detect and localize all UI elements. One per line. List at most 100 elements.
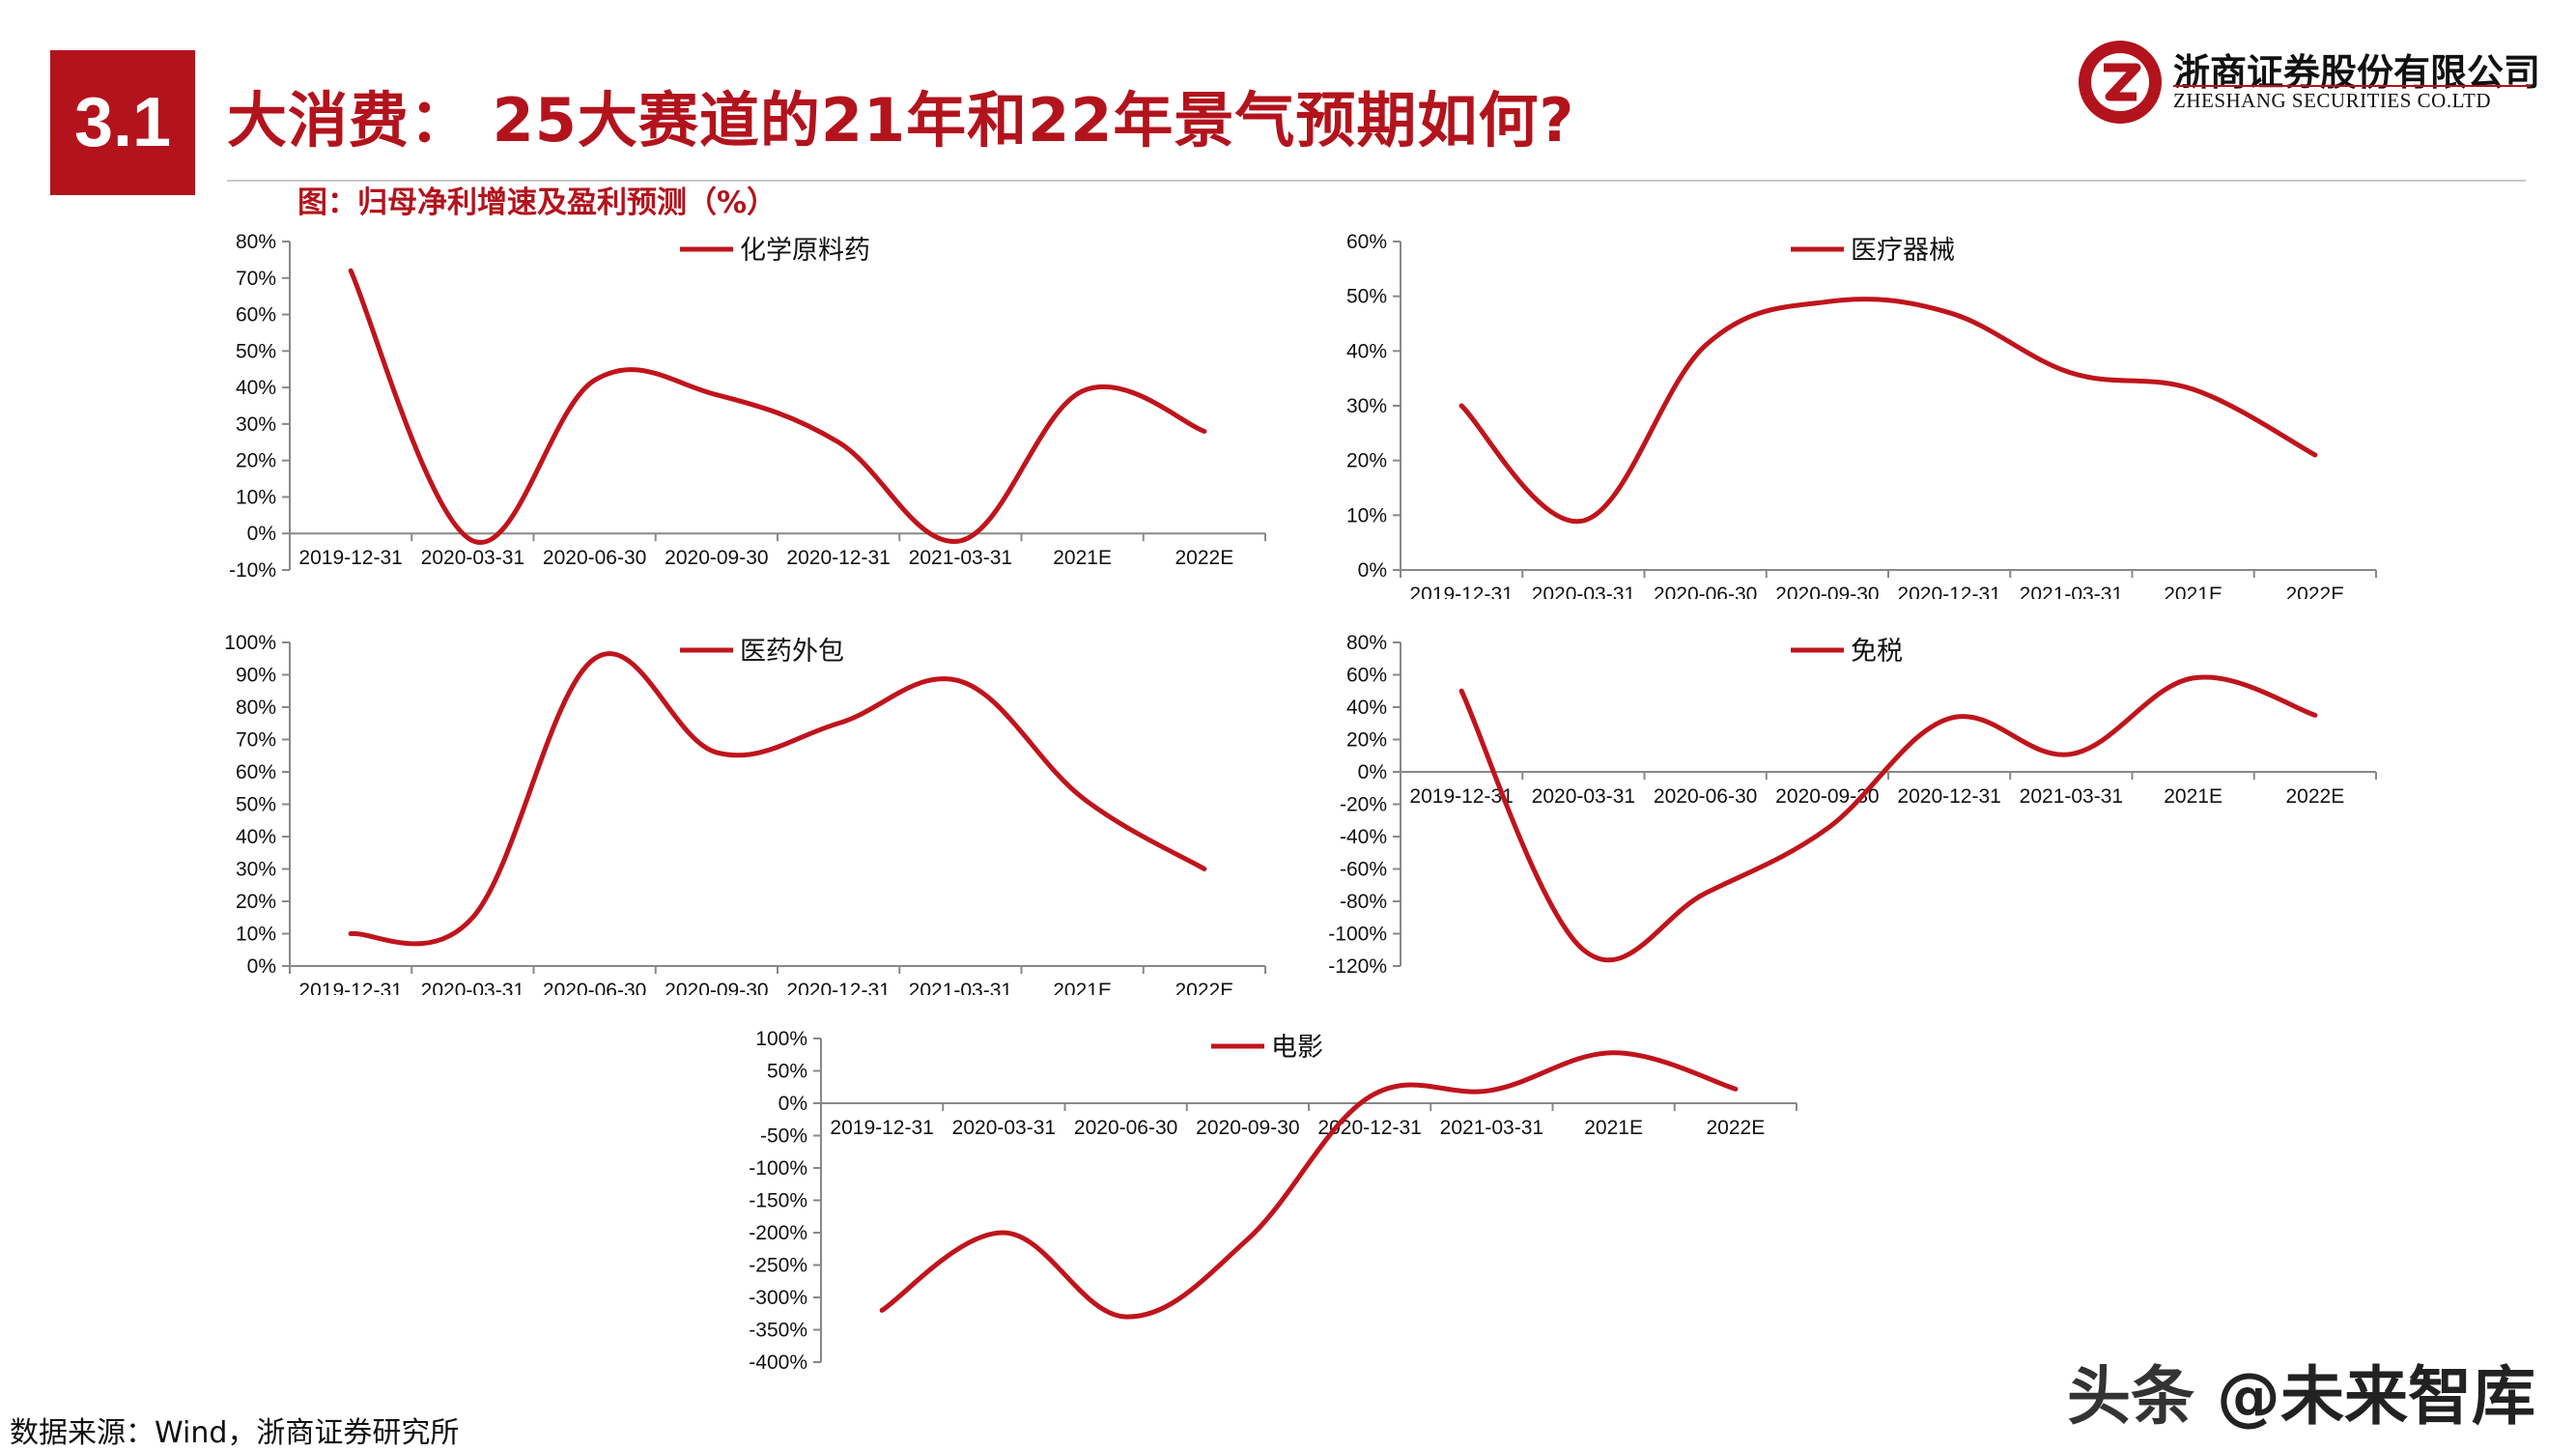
y-tick-label: -150% xyxy=(749,1190,807,1212)
y-tick-label: 50% xyxy=(1346,286,1387,308)
y-tick-label: -120% xyxy=(1328,955,1387,978)
legend-label: 医药外包 xyxy=(740,637,844,667)
x-tick-label: 2021E xyxy=(2164,583,2222,599)
y-tick-label: 30% xyxy=(236,413,276,436)
x-tick-label: 2021E xyxy=(1053,980,1112,995)
y-tick-label: 50% xyxy=(236,340,276,362)
y-tick-label: -400% xyxy=(749,1351,807,1374)
series-line xyxy=(1461,299,2315,522)
company-logo: 浙商证券股份有限公司 ZHESHANG SECURITIES CO.LTD xyxy=(2077,39,2531,126)
y-tick-label: 40% xyxy=(236,377,276,399)
y-tick-label: -40% xyxy=(1340,826,1387,848)
y-tick-label: 10% xyxy=(1346,504,1387,526)
logo-divider xyxy=(2173,85,2531,87)
x-tick-label: 2022E xyxy=(2286,785,2345,808)
y-tick-label: 90% xyxy=(236,665,276,687)
page-title: 大消费： 25大赛道的21年和22年景气预期如何? xyxy=(227,71,1574,158)
series-line xyxy=(1461,677,2315,960)
x-tick-label: 2020-06-30 xyxy=(543,980,646,995)
y-tick-label: 20% xyxy=(236,450,276,472)
x-tick-label: 2020-06-30 xyxy=(1654,785,1757,808)
y-tick-label: 0% xyxy=(1358,559,1387,582)
watermark-prefix: 头条 xyxy=(2067,1359,2217,1434)
y-tick-label: 40% xyxy=(236,826,276,848)
y-tick-label: -350% xyxy=(749,1320,807,1342)
y-tick-label: 80% xyxy=(236,231,276,253)
x-tick-label: 2020-09-30 xyxy=(665,547,768,569)
x-tick-label: 2019-12-31 xyxy=(1409,583,1513,599)
y-tick-label: 30% xyxy=(236,859,276,881)
y-tick-label: 60% xyxy=(1346,231,1387,253)
y-tick-label: 40% xyxy=(1346,697,1387,719)
y-tick-label: 60% xyxy=(236,761,276,783)
y-tick-label: 80% xyxy=(236,697,276,719)
y-tick-label: 0% xyxy=(247,955,276,978)
legend-label: 免税 xyxy=(1851,637,1903,667)
x-tick-label: 2022E xyxy=(1707,1117,1766,1139)
x-tick-label: 2020-03-31 xyxy=(421,980,524,995)
y-tick-label: -200% xyxy=(749,1222,807,1244)
chart-cro: 0%10%20%30%40%50%60%70%80%90%100%2019-12… xyxy=(203,623,1285,995)
x-tick-label: 2020-12-31 xyxy=(786,547,890,569)
y-tick-label: -300% xyxy=(749,1287,807,1309)
x-tick-label: 2019-12-31 xyxy=(298,980,402,995)
chart-svg: -400% -350% -300% -250% -200% -150% -100% -50% 0… xyxy=(734,1019,1816,1391)
series-line xyxy=(351,654,1204,944)
y-tick-label: 100% xyxy=(755,1028,807,1050)
x-tick-label: 2021E xyxy=(1584,1117,1643,1139)
y-tick-label: 20% xyxy=(1346,450,1387,472)
zheshang-logo-icon xyxy=(2077,39,2164,126)
x-tick-label: 2021-03-31 xyxy=(1440,1117,1543,1139)
y-tick-label: -50% xyxy=(760,1125,807,1148)
x-tick-label: 2020-03-31 xyxy=(952,1117,1056,1139)
x-tick-label: 2020-09-30 xyxy=(1775,583,1879,599)
y-tick-label: -20% xyxy=(1340,794,1387,816)
y-tick-label: 10% xyxy=(236,486,276,508)
chart-duty-free: -120%-100%-80%-60%-40%-20%0%20%40%60%80%… xyxy=(1314,623,2395,995)
x-tick-label: 2020-03-31 xyxy=(421,547,524,569)
y-tick-label: 50% xyxy=(236,794,276,816)
logo-name-en: ZHESHANG SECURITIES CO.LTD xyxy=(2173,89,2491,113)
data-source-note: 数据来源：Wind，浙商证券研究所 xyxy=(10,1408,459,1451)
x-tick-label: 2021-03-31 xyxy=(2020,785,2123,808)
y-tick-label: 100% xyxy=(224,632,276,654)
y-tick-label: 0% xyxy=(778,1093,807,1115)
x-tick-label: 2020-06-30 xyxy=(543,547,646,569)
x-tick-label: 2021-03-31 xyxy=(909,980,1012,995)
y-tick-label: 0% xyxy=(1358,761,1387,783)
y-tick-label: 0% xyxy=(247,523,276,545)
x-tick-label: 2021E xyxy=(2164,785,2222,808)
watermark: 头条 @未来智库 xyxy=(2067,1345,2535,1437)
x-tick-label: 2020-06-30 xyxy=(1654,583,1757,599)
watermark-handle: @未来智库 xyxy=(2217,1359,2535,1434)
x-tick-label: 2022E xyxy=(1175,547,1234,569)
series-line xyxy=(882,1053,1736,1317)
chart-svg: -10%0%10%20%30%40%50%60%70%80%2019-12-31… xyxy=(203,222,1285,599)
x-tick-label: 2020-12-31 xyxy=(1897,785,2000,808)
series-line xyxy=(351,270,1204,542)
x-tick-label: 2020-12-31 xyxy=(1897,583,2000,599)
y-tick-label: -80% xyxy=(1340,891,1387,913)
legend-label: 电影 xyxy=(1271,1033,1323,1063)
x-tick-label: 2019-12-31 xyxy=(298,547,402,569)
x-tick-label: 2021-03-31 xyxy=(909,547,1012,569)
x-tick-label: 2019-12-31 xyxy=(830,1117,933,1139)
y-tick-label: -100% xyxy=(749,1157,807,1180)
y-tick-label: -250% xyxy=(749,1255,807,1277)
chart-film: -400% -350% -300% -250% -200% -150% -100% -50% 0… xyxy=(734,1019,1816,1391)
y-tick-label: 10% xyxy=(236,924,276,946)
chart-svg: 0%10%20%30%40%50%60%70%80%90%100%2019-12… xyxy=(203,623,1285,995)
x-tick-label: 2020-09-30 xyxy=(665,980,768,995)
legend-label: 医疗器械 xyxy=(1851,236,1955,266)
x-tick-label: 2022E xyxy=(1175,980,1234,995)
y-tick-label: 60% xyxy=(236,304,276,327)
x-tick-label: 2020-09-30 xyxy=(1196,1117,1299,1139)
x-tick-label: 2021-03-31 xyxy=(2020,583,2123,599)
x-tick-label: 2020-12-31 xyxy=(786,980,890,995)
chart-chem-api: -10%0%10%20%30%40%50%60%70%80%2019-12-31… xyxy=(203,222,1285,599)
y-tick-label: 70% xyxy=(236,729,276,752)
y-tick-label: -60% xyxy=(1340,859,1387,881)
y-tick-label: 80% xyxy=(1346,632,1387,654)
